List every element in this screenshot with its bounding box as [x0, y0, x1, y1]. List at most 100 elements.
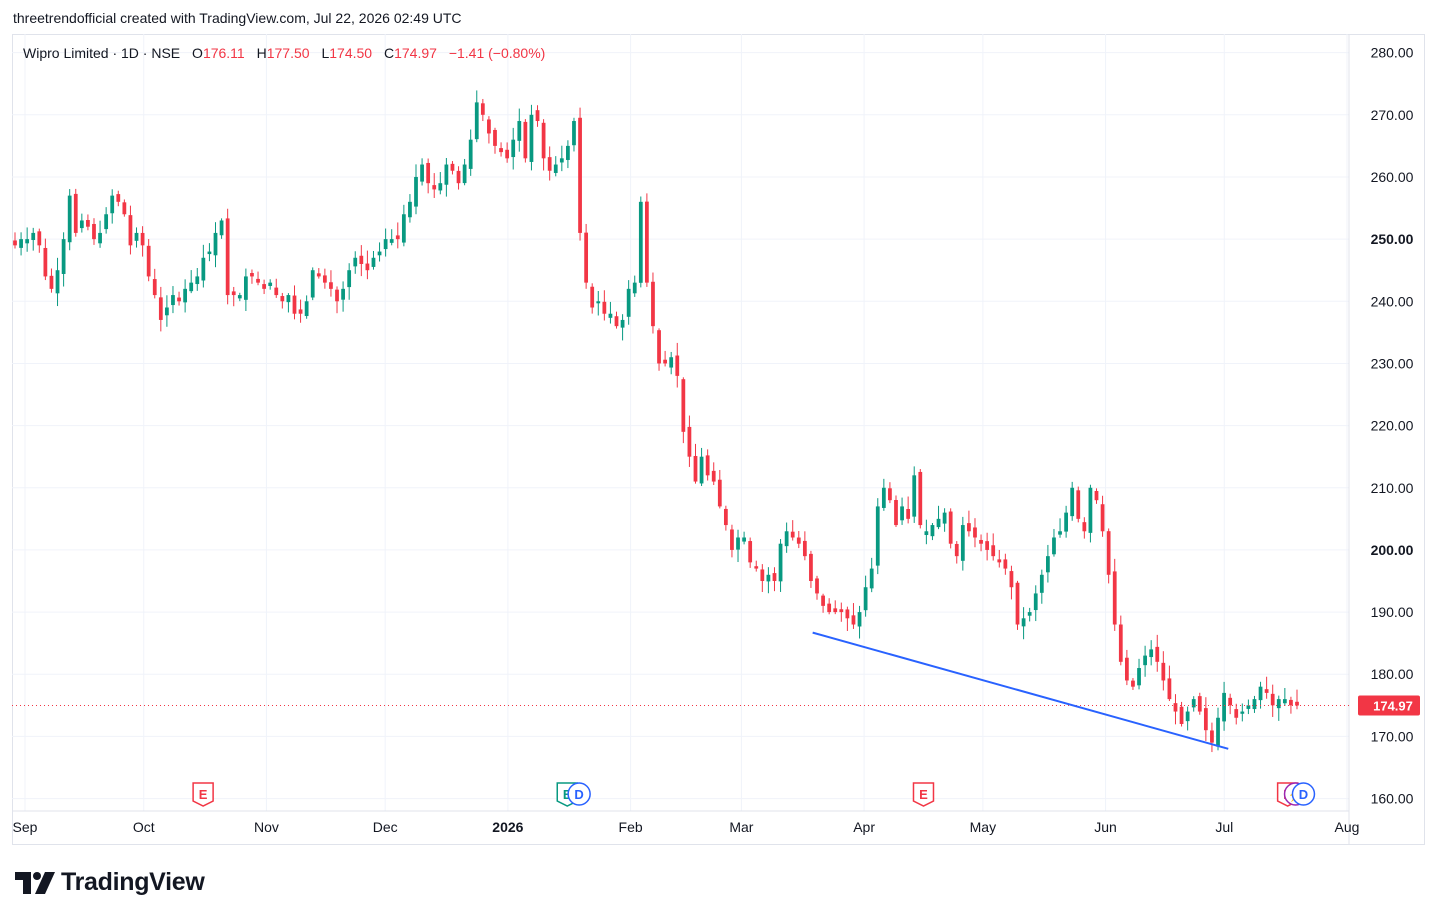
candle[interactable]	[723, 505, 728, 531]
candle[interactable]	[195, 268, 200, 291]
candle[interactable]	[365, 250, 370, 280]
candle[interactable]	[778, 539, 783, 592]
candle[interactable]	[1003, 553, 1008, 575]
candle[interactable]	[1033, 585, 1038, 622]
candle[interactable]	[985, 532, 990, 561]
candle[interactable]	[1149, 640, 1154, 666]
tradingview-logo[interactable]: TradingView	[15, 868, 205, 897]
candle[interactable]	[79, 213, 84, 233]
candle[interactable]	[602, 290, 607, 321]
candle[interactable]	[529, 104, 534, 171]
candle[interactable]	[480, 98, 485, 122]
candle[interactable]	[954, 541, 959, 564]
candle[interactable]	[736, 529, 740, 563]
candle[interactable]	[1234, 703, 1239, 725]
candle[interactable]	[881, 478, 886, 511]
candle[interactable]	[207, 243, 212, 262]
candle[interactable]	[748, 537, 753, 568]
candle[interactable]	[493, 127, 497, 154]
candle[interactable]	[584, 223, 589, 289]
candle[interactable]	[171, 286, 175, 314]
candle[interactable]	[924, 519, 929, 545]
candle[interactable]	[395, 222, 400, 249]
candle[interactable]	[979, 534, 983, 552]
candle[interactable]	[116, 190, 121, 207]
candle[interactable]	[389, 229, 394, 246]
candle[interactable]	[1264, 676, 1269, 699]
candle[interactable]	[687, 415, 692, 467]
candle[interactable]	[92, 218, 96, 245]
candle[interactable]	[1246, 699, 1251, 715]
candle[interactable]	[310, 267, 315, 301]
candle[interactable]	[499, 142, 503, 157]
candle[interactable]	[304, 295, 309, 319]
candle[interactable]	[341, 281, 345, 312]
candle[interactable]	[894, 495, 898, 527]
candle[interactable]	[353, 251, 358, 274]
candle[interactable]	[31, 227, 36, 251]
candle[interactable]	[1052, 528, 1056, 557]
candle[interactable]	[705, 449, 710, 481]
candle[interactable]	[462, 158, 467, 186]
candle[interactable]	[699, 447, 704, 487]
candle[interactable]	[717, 469, 722, 509]
candle[interactable]	[1015, 580, 1020, 630]
candle[interactable]	[912, 466, 917, 523]
candle[interactable]	[43, 238, 48, 281]
candle[interactable]	[219, 218, 224, 239]
candle[interactable]	[426, 158, 431, 194]
candle[interactable]	[505, 142, 510, 163]
candle[interactable]	[620, 314, 625, 341]
candle[interactable]	[997, 549, 1002, 568]
candle[interactable]	[98, 220, 102, 248]
candle[interactable]	[942, 508, 947, 532]
candle[interactable]	[1228, 693, 1233, 715]
candle[interactable]	[651, 272, 655, 334]
candle[interactable]	[675, 342, 680, 388]
candle[interactable]	[110, 189, 115, 224]
candle[interactable]	[347, 263, 352, 300]
candle[interactable]	[638, 196, 643, 288]
candle[interactable]	[1179, 701, 1184, 727]
candle[interactable]	[784, 522, 789, 553]
candle[interactable]	[790, 520, 795, 541]
candle[interactable]	[298, 299, 303, 323]
candle[interactable]	[55, 257, 60, 307]
candle[interactable]	[250, 269, 254, 284]
candle[interactable]	[948, 508, 953, 549]
candle[interactable]	[322, 268, 327, 289]
candle[interactable]	[1191, 696, 1196, 712]
candle[interactable]	[566, 140, 570, 169]
candle[interactable]	[420, 158, 424, 186]
candle[interactable]	[262, 279, 266, 295]
candle[interactable]	[280, 292, 285, 309]
candle[interactable]	[833, 600, 838, 615]
candle[interactable]	[25, 227, 30, 252]
candle[interactable]	[1240, 703, 1245, 722]
candle[interactable]	[1258, 681, 1263, 709]
candle[interactable]	[1161, 651, 1166, 691]
candle[interactable]	[450, 161, 455, 175]
candle[interactable]	[359, 245, 364, 277]
candle[interactable]	[1289, 696, 1293, 714]
candle[interactable]	[165, 295, 169, 327]
candle[interactable]	[1276, 695, 1281, 721]
candle[interactable]	[1124, 649, 1129, 686]
candle[interactable]	[256, 271, 260, 286]
candle[interactable]	[177, 291, 181, 306]
candle[interactable]	[888, 482, 892, 504]
candle[interactable]	[377, 242, 382, 262]
candle[interactable]	[237, 292, 242, 302]
candle[interactable]	[1155, 634, 1160, 672]
candle[interactable]	[1203, 697, 1208, 742]
candle[interactable]	[329, 270, 333, 297]
candle[interactable]	[86, 214, 90, 231]
candle[interactable]	[711, 462, 716, 486]
candle[interactable]	[37, 228, 42, 253]
candle[interactable]	[809, 550, 813, 588]
candle[interactable]	[930, 522, 935, 541]
candle[interactable]	[1270, 684, 1275, 717]
candle[interactable]	[456, 166, 461, 190]
candle[interactable]	[487, 116, 491, 144]
